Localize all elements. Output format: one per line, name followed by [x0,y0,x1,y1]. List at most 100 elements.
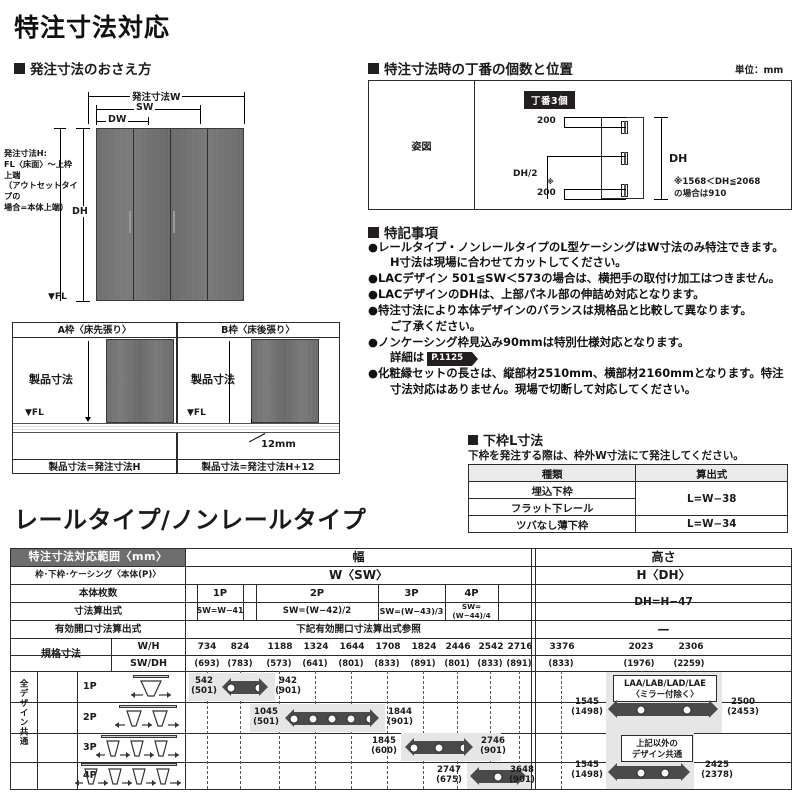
door-section-b [251,339,319,423]
section-head-hinge-label: 特注寸法時の丁番の個数と位置 [384,62,573,78]
order-h-note-line3: （アウトセットタイプの [4,180,78,202]
panel-pictogram-4p [73,763,185,789]
range-max-sub-4p: (901) [509,774,535,785]
note-item: ●特注寸法により本体デザインのバランスは規格品と比較して異なります。 ご了承くだ… [368,303,796,334]
hinge-star-note-line1: ※1568＜DH≦2068 [674,177,761,187]
spec-std-swdh: (833) [548,657,574,668]
spec-std-swdh: (801) [338,657,364,668]
ab-frame-b-label: 製品寸法 [191,373,235,386]
order-height-note: 発注寸法H: FL〈床面〉〜上枠上端 （アウトセットタイプの 場合=本体上端） [4,148,78,213]
spec-height-std-wh: 2306 [678,641,704,652]
lower-frame-subtitle: 下枠を発注する際は、枠外W寸法にて発注してください。 [468,450,744,462]
ab-frame-a-footer: 製品寸法=発注寸法H [13,459,176,475]
spec-label-opening: 有効開口寸法算出式 [54,623,142,635]
order-dimension-diagram: 発注寸法W SW DW DH ▼FL [12,78,342,310]
hinge-elevation-label: 姿図 [411,142,432,153]
range-min-2p: 1045 [254,707,278,717]
range-min-sub-3p: (600) [371,745,397,756]
note-item: ●LACデザインのDHは、上部パネル部の伸詰め対応となります。 [368,287,705,302]
ab-frame-a-header: A枠〈床先張り〉 [13,323,176,338]
door-section-a [106,339,174,423]
spec-panel-2p: 2P [309,587,325,599]
section-head-order-dimension: 発注寸法のおさえ方 [14,58,152,78]
spec-label-std: 規格寸法 [41,649,81,661]
range-bar-3p [409,741,469,754]
note-item: ●レールタイプ・ノンレールタイプのL型ケーシングはW寸法のみ特注できます。 H寸… [368,240,796,271]
panel-pictogram-3p [93,735,185,761]
dim-label-order-w: 発注寸法W [130,89,183,103]
table-row: ツバなし薄下枠 L=W−34 [467,515,788,533]
ab-frame-a-label: 製品寸法 [29,373,73,386]
spec-std-swdh: (693) [194,657,220,668]
bullet-square-icon [368,226,379,238]
cell-type: ツバなし薄下枠 [467,515,637,533]
spec-std-swdh: (833) [374,657,400,668]
spec-label-range: 特注寸法対応範囲〈mm〉 [11,549,185,566]
height-max-2: 2425 [705,760,729,770]
spec-row-panel-3p: 3P [83,742,97,754]
page-title: 特注寸法対応 [14,13,171,42]
spec-formula-4p: SW=(W−44)/4 [452,602,491,620]
panel-pictogram-1p [121,675,181,699]
hinge-star-note-line2: の場合は910 [674,188,727,199]
note-main: LACデザインのDHは、上部パネル部の伸詰め対応となります。 [377,287,705,302]
hinge-dim-dh-half-star: ※ [547,178,554,186]
hinge-icon-middle [621,152,628,165]
design-common-vertical-label: 全デザイン共通 [18,679,28,747]
spec-height-std-swdh: (1976) [623,657,655,668]
order-h-note-line2: FL〈床面〉〜上枠上端 [4,158,73,180]
note-main: LACデザイン 501≦SW＜573の場合は、横把手の取付け加工はつきません。 [377,271,781,286]
bullet-square-icon [368,62,379,74]
height-callout-1: LAA/LAB/LAD/LAE 〈ミラー付除く〉 [613,675,717,702]
ab-frame-comparison: A枠〈床先張り〉 B枠〈床後張り〉 製品寸法 ▼FL 製品寸法 ▼FL 12mm… [12,322,340,474]
section-head-notes-label: 特記事項 [384,226,438,242]
height-range-bar-1 [617,703,709,716]
range-max-4p: 3648 [510,765,534,775]
height-min-1: 1545 [575,697,599,707]
range-min-1p: 542 [195,676,213,686]
spec-std-wh: 1824 [411,641,437,652]
cell-formula: L=W−38 [635,481,788,516]
note-main: 特注寸法により本体デザインのバランスは規格品と比較して異なります。 [377,303,752,318]
spec-std-wh: 1708 [375,641,401,652]
range-max-sub-3p: (901) [480,745,506,756]
range-min-3p: 1845 [372,736,396,746]
spec-label-formula: 寸法算出式 [74,605,122,617]
note-cont: ご了承ください。 [390,318,482,333]
spec-row-panel-4p: 4P [83,770,97,782]
spec-sub-width: W〈SW〉 [328,567,389,582]
spec-group-width: 幅 [352,549,365,564]
unit-label: 単位：mm [735,65,784,76]
note-item: ●ノンケーシング枠見込み90mmは特別仕様対応となります。 詳細は P.1125 [368,334,690,366]
note-cont: H寸法は現場に合わせてカットしてください。 [390,255,627,270]
cell-formula: L=W−34 [635,515,788,533]
ab-frame-b-header: B枠〈床後張り〉 [177,323,339,338]
hinge-count-tag: 丁番3個 [524,91,576,109]
cell-type: 埋込下枠 [467,481,637,499]
range-bar-2p [289,712,375,725]
page-reference-badge[interactable]: P.1125 [427,352,478,366]
ab-frame-b-fl: ▼FL [187,408,206,418]
bullet-square-icon [14,62,25,74]
note-main: ノンケーシング枠見込み90mmは特別仕様対応となります。 [377,334,690,349]
spec-std-swdh: (801) [444,657,470,668]
note-main: レールタイプ・ノンレールタイプのL型ケーシングはW寸法のみ特注できます。 [377,240,784,254]
col-header-formula: 算出式 [635,464,788,482]
spec-height-std-wh: 2023 [628,641,654,652]
section-head-lower-frame-label: 下枠L寸法 [483,434,544,449]
range-min-sub-4p: (675) [436,774,462,785]
lower-frame-table: 種類 算出式 埋込下枠 L=W−38 フラット下レール ツバなし薄下枠 L=W−… [467,464,788,533]
hinge-icon-bottom [621,184,628,197]
gap-label-12mm: 12mm [261,439,296,450]
spec-label-count: 本体枚数 [78,587,118,599]
order-h-note-line1: 発注寸法H: [4,148,47,158]
height-max-1: 2500 [731,697,755,707]
spec-std-wh: 1324 [303,641,329,652]
spec-label-swdh: SW/DH [130,657,167,669]
range-bar-4p [479,770,517,783]
spec-label-frame: 枠･下枠･ケーシング〈本体(P)〉 [35,569,161,580]
range-bar-1p [226,681,264,694]
hinge-star-note: ※1568＜DH≦2068 の場合は910 [674,177,760,200]
spec-row-panel-2p: 2P [83,712,97,724]
